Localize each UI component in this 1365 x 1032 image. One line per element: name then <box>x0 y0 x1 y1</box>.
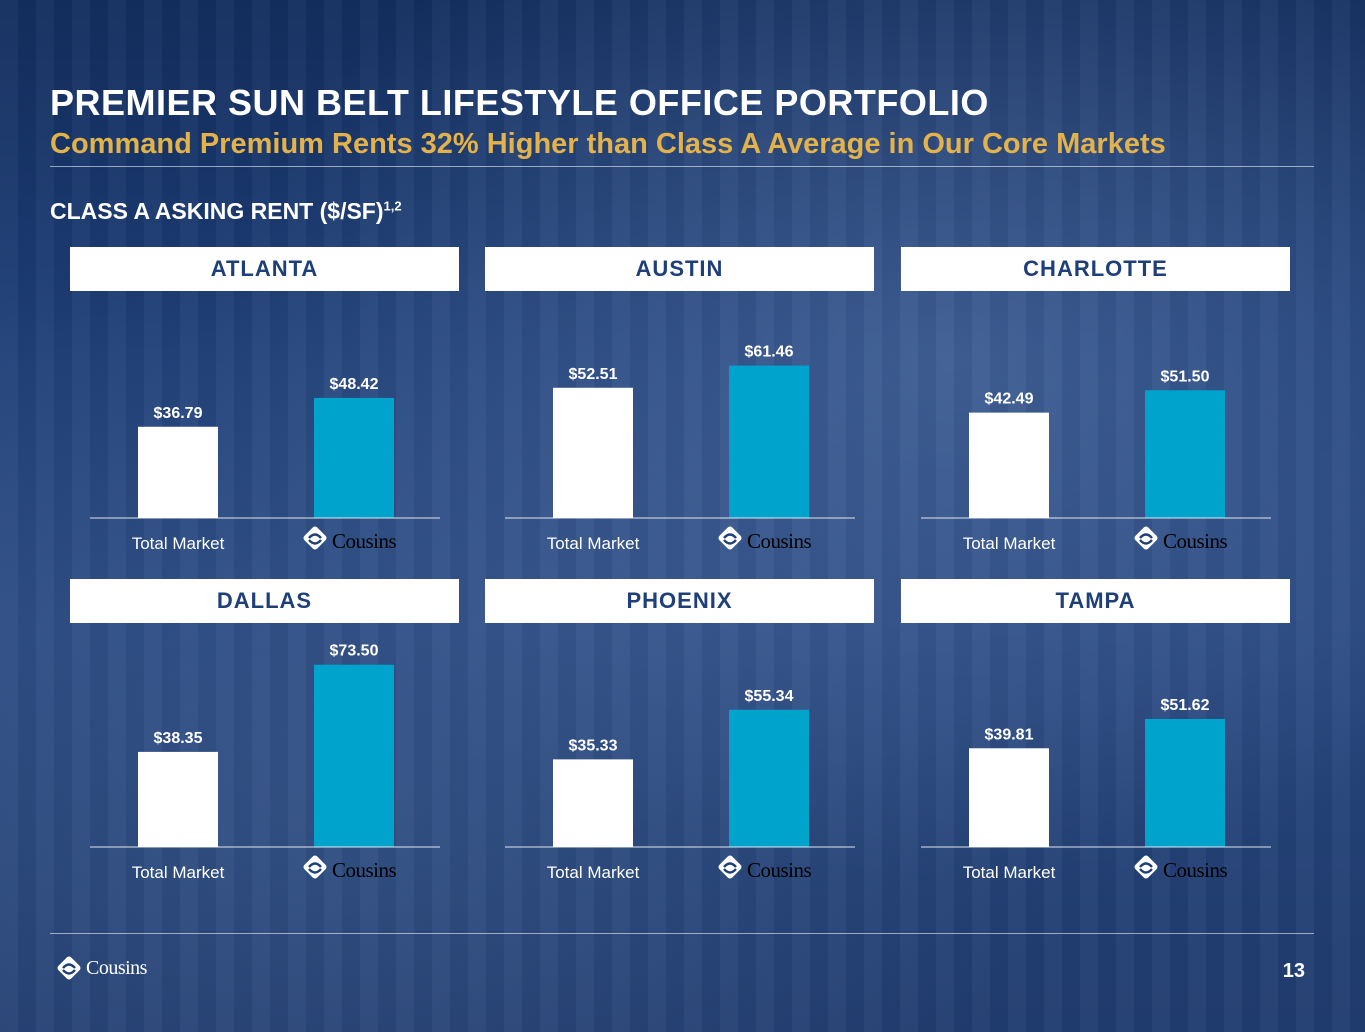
cousins-logo-icon <box>303 526 327 550</box>
data-label-cousins-tampa: $51.62 <box>1161 697 1210 714</box>
data-label-total-market-charlotte: $42.49 <box>985 391 1034 408</box>
chart-title-tampa: TAMPA <box>901 579 1290 623</box>
chart-title-dallas: DALLAS <box>70 579 459 623</box>
data-label-cousins-phoenix: $55.34 <box>745 688 794 705</box>
data-label-total-market-phoenix: $35.33 <box>569 737 618 754</box>
cousins-logo-charlotte: Cousins <box>1134 526 1228 553</box>
chart-title-atlanta: ATLANTA <box>70 247 459 291</box>
logo-swoosh-top <box>723 533 737 539</box>
bar-total-market-austin <box>553 387 633 518</box>
section-label: CLASS A ASKING RENT ($/SF)1,2 <box>50 198 402 225</box>
logo-diamond-shape <box>718 855 742 879</box>
cousins-logo-atlanta: Cousins <box>303 526 397 553</box>
cousins-logo-icon <box>1134 526 1158 550</box>
logo-swoosh-bottom <box>1139 539 1153 545</box>
tick-label-cousins-charlotte: Cousins <box>1163 529 1228 553</box>
data-label-cousins-charlotte: $51.50 <box>1161 368 1210 385</box>
tick-label-total-market-phoenix: Total Market <box>547 863 640 882</box>
logo-diamond-shape <box>1134 526 1158 550</box>
bar-total-market-phoenix <box>553 759 633 847</box>
bar-cousins-phoenix <box>729 709 809 847</box>
data-label-total-market-austin: $52.51 <box>569 366 618 383</box>
bar-cousins-charlotte <box>1145 390 1225 518</box>
cousins-logo-austin: Cousins <box>718 526 812 553</box>
logo-swoosh-top <box>1139 862 1153 868</box>
chart-title-austin: AUSTIN <box>485 247 874 291</box>
bar-total-market-tampa <box>969 748 1049 847</box>
chart-title-charlotte: CHARLOTTE <box>901 247 1290 291</box>
tick-label-total-market-atlanta: Total Market <box>132 534 225 553</box>
logo-swoosh-top <box>308 862 322 868</box>
logo-diamond-shape <box>1134 855 1158 879</box>
cousins-logo-icon <box>718 526 742 550</box>
cousins-logo-phoenix: Cousins <box>718 855 812 882</box>
tick-label-cousins-atlanta: Cousins <box>332 529 397 553</box>
tick-label-cousins-phoenix: Cousins <box>747 858 812 882</box>
data-label-cousins-atlanta: $48.42 <box>330 376 379 393</box>
cousins-logo-dallas: Cousins <box>303 855 397 882</box>
bar-chart-tampa: $39.81 $51.62 Total Market Cousins <box>921 697 1271 882</box>
bar-cousins-dallas <box>314 664 394 847</box>
logo-swoosh-bottom <box>1139 868 1153 874</box>
cousins-logo-icon <box>57 956 81 980</box>
page-number: 13 <box>1282 960 1305 982</box>
cousins-logo-tampa: Cousins <box>1134 855 1228 882</box>
bar-chart-austin: $52.51 $61.46 Total Market Cousins <box>505 344 855 553</box>
footer-brand-name: Cousins <box>86 956 147 979</box>
tick-label-cousins-dallas: Cousins <box>332 858 397 882</box>
chart-title-phoenix: PHOENIX <box>485 579 874 623</box>
cousins-logo-icon <box>303 855 327 879</box>
tick-label-total-market-austin: Total Market <box>547 534 640 553</box>
cousins-logo-icon <box>1134 855 1158 879</box>
data-label-cousins-dallas: $73.50 <box>330 643 379 660</box>
bar-total-market-atlanta <box>138 426 218 518</box>
tick-label-total-market-tampa: Total Market <box>963 863 1056 882</box>
footer-logo: Cousins <box>54 953 147 983</box>
cousins-logo-icon <box>718 855 742 879</box>
logo-swoosh-top <box>723 862 737 868</box>
logo-swoosh-bottom <box>308 868 322 874</box>
bar-chart-charlotte: $42.49 $51.50 Total Market Cousins <box>921 368 1271 553</box>
logo-swoosh-top <box>308 533 322 539</box>
tick-label-total-market-dallas: Total Market <box>132 863 225 882</box>
data-label-cousins-austin: $61.46 <box>745 344 794 361</box>
logo-diamond-shape <box>303 855 327 879</box>
section-label-footnote: 1,2 <box>383 198 402 214</box>
tick-label-cousins-tampa: Cousins <box>1163 858 1228 882</box>
bar-cousins-atlanta <box>314 397 394 518</box>
bar-cousins-tampa <box>1145 718 1225 847</box>
bar-cousins-austin <box>729 365 809 518</box>
bar-total-market-dallas <box>138 751 218 847</box>
logo-swoosh-bottom <box>723 539 737 545</box>
tick-label-cousins-austin: Cousins <box>747 529 812 553</box>
data-label-total-market-atlanta: $36.79 <box>154 405 203 422</box>
data-label-total-market-tampa: $39.81 <box>985 726 1034 743</box>
logo-diamond-shape <box>718 526 742 550</box>
logo-diamond-shape <box>303 526 327 550</box>
section-label-text: CLASS A ASKING RENT ($/SF) <box>50 198 384 224</box>
logo-swoosh-bottom <box>308 539 322 545</box>
bar-total-market-charlotte <box>969 412 1049 518</box>
data-label-total-market-dallas: $38.35 <box>154 730 203 747</box>
logo-swoosh-top <box>1139 533 1153 539</box>
logo-swoosh-bottom <box>723 868 737 874</box>
tick-label-total-market-charlotte: Total Market <box>963 534 1056 553</box>
bar-chart-atlanta: $36.79 $48.42 Total Market Cousins <box>90 376 440 553</box>
title-divider <box>50 166 1314 167</box>
bar-chart-dallas: $38.35 $73.50 Total Market Cousins <box>90 643 440 882</box>
bar-chart-phoenix: $35.33 $55.34 Total Market Cousins <box>505 688 855 882</box>
page-title: PREMIER SUN BELT LIFESTYLE OFFICE PORTFO… <box>50 82 989 123</box>
footer-divider <box>50 933 1314 934</box>
page-subtitle: Command Premium Rents 32% Higher than Cl… <box>50 128 1166 160</box>
